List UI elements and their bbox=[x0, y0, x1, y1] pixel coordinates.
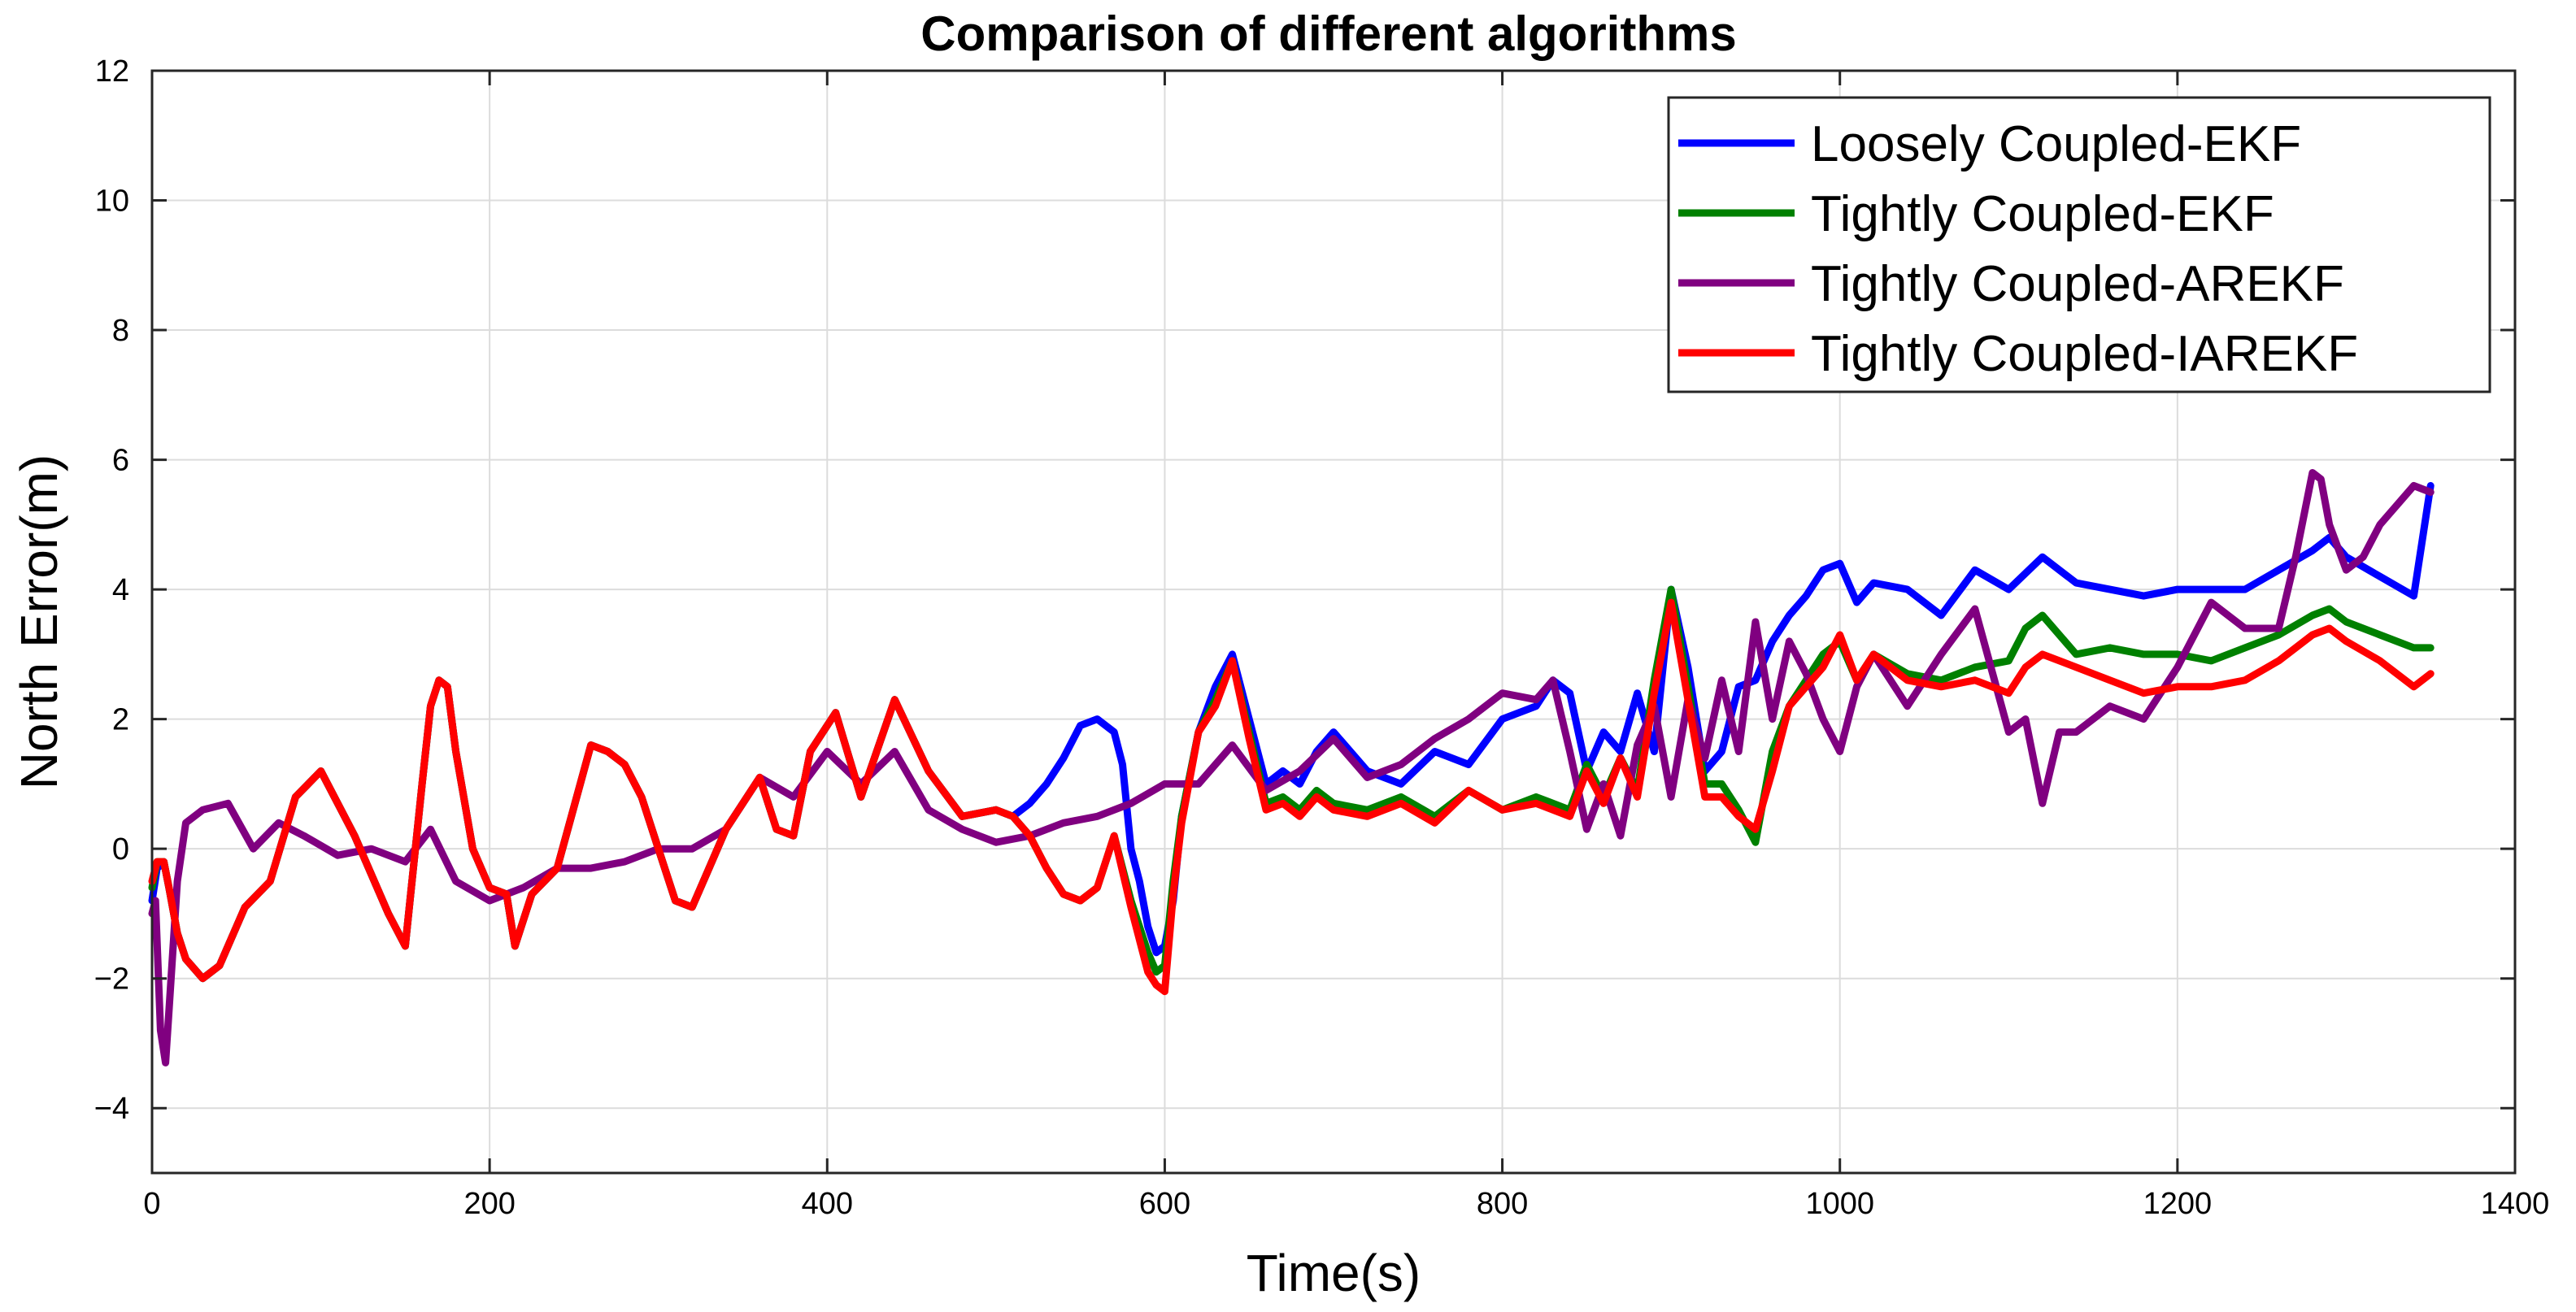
x-tick-label: 600 bbox=[1139, 1187, 1190, 1221]
x-tick-label: 200 bbox=[463, 1187, 515, 1221]
series-layer bbox=[148, 469, 2435, 1067]
x-tick-label: 400 bbox=[802, 1187, 853, 1221]
legend-label: Tightly Coupled-EKF bbox=[1811, 186, 2274, 242]
y-tick-label: 6 bbox=[112, 444, 129, 478]
legend-box bbox=[1667, 96, 2491, 393]
series-line-4 bbox=[148, 598, 2435, 996]
y-tick-label: 8 bbox=[112, 314, 129, 348]
y-tick-label: −2 bbox=[94, 962, 129, 997]
x-tick-label: 800 bbox=[1477, 1187, 1528, 1221]
x-tick-label: 1200 bbox=[2143, 1187, 2213, 1221]
series-line-2 bbox=[148, 585, 2435, 983]
axis-ticks: 0 200 400 600 800 1000 1200 1400 −4 −2 0 2 4 6 8 10 12 bbox=[94, 54, 2550, 1221]
y-tick-label: −4 bbox=[94, 1092, 129, 1126]
y-tick-label: 4 bbox=[112, 573, 129, 607]
y-tick-label: 0 bbox=[112, 832, 129, 867]
x-tick-label: 1000 bbox=[1805, 1187, 1874, 1221]
y-tick-label: 12 bbox=[95, 54, 129, 89]
chart-title: Comparison of different algorithms bbox=[920, 7, 1736, 61]
legend-label: Tightly Coupled-IAREKF bbox=[1811, 326, 2358, 382]
legend-label: Tightly Coupled-AREKF bbox=[1811, 256, 2344, 312]
x-axis-label: Time(s) bbox=[1247, 1244, 1421, 1302]
y-axis-label: North Error(m) bbox=[10, 454, 68, 789]
series-line-3 bbox=[148, 469, 2435, 1067]
y-tick-label: 2 bbox=[112, 703, 129, 737]
y-tick-label: 10 bbox=[95, 185, 129, 219]
legend-label: Loosely Coupled-EKF bbox=[1811, 116, 2301, 172]
legend: Loosely Coupled-EKF Tightly Coupled-EKF Ti… bbox=[1667, 96, 2491, 393]
x-tick-label: 0 bbox=[143, 1187, 160, 1221]
series-line-1 bbox=[148, 482, 2435, 983]
x-tick-label: 1400 bbox=[2481, 1187, 2550, 1221]
plot-frame bbox=[150, 69, 2517, 1175]
